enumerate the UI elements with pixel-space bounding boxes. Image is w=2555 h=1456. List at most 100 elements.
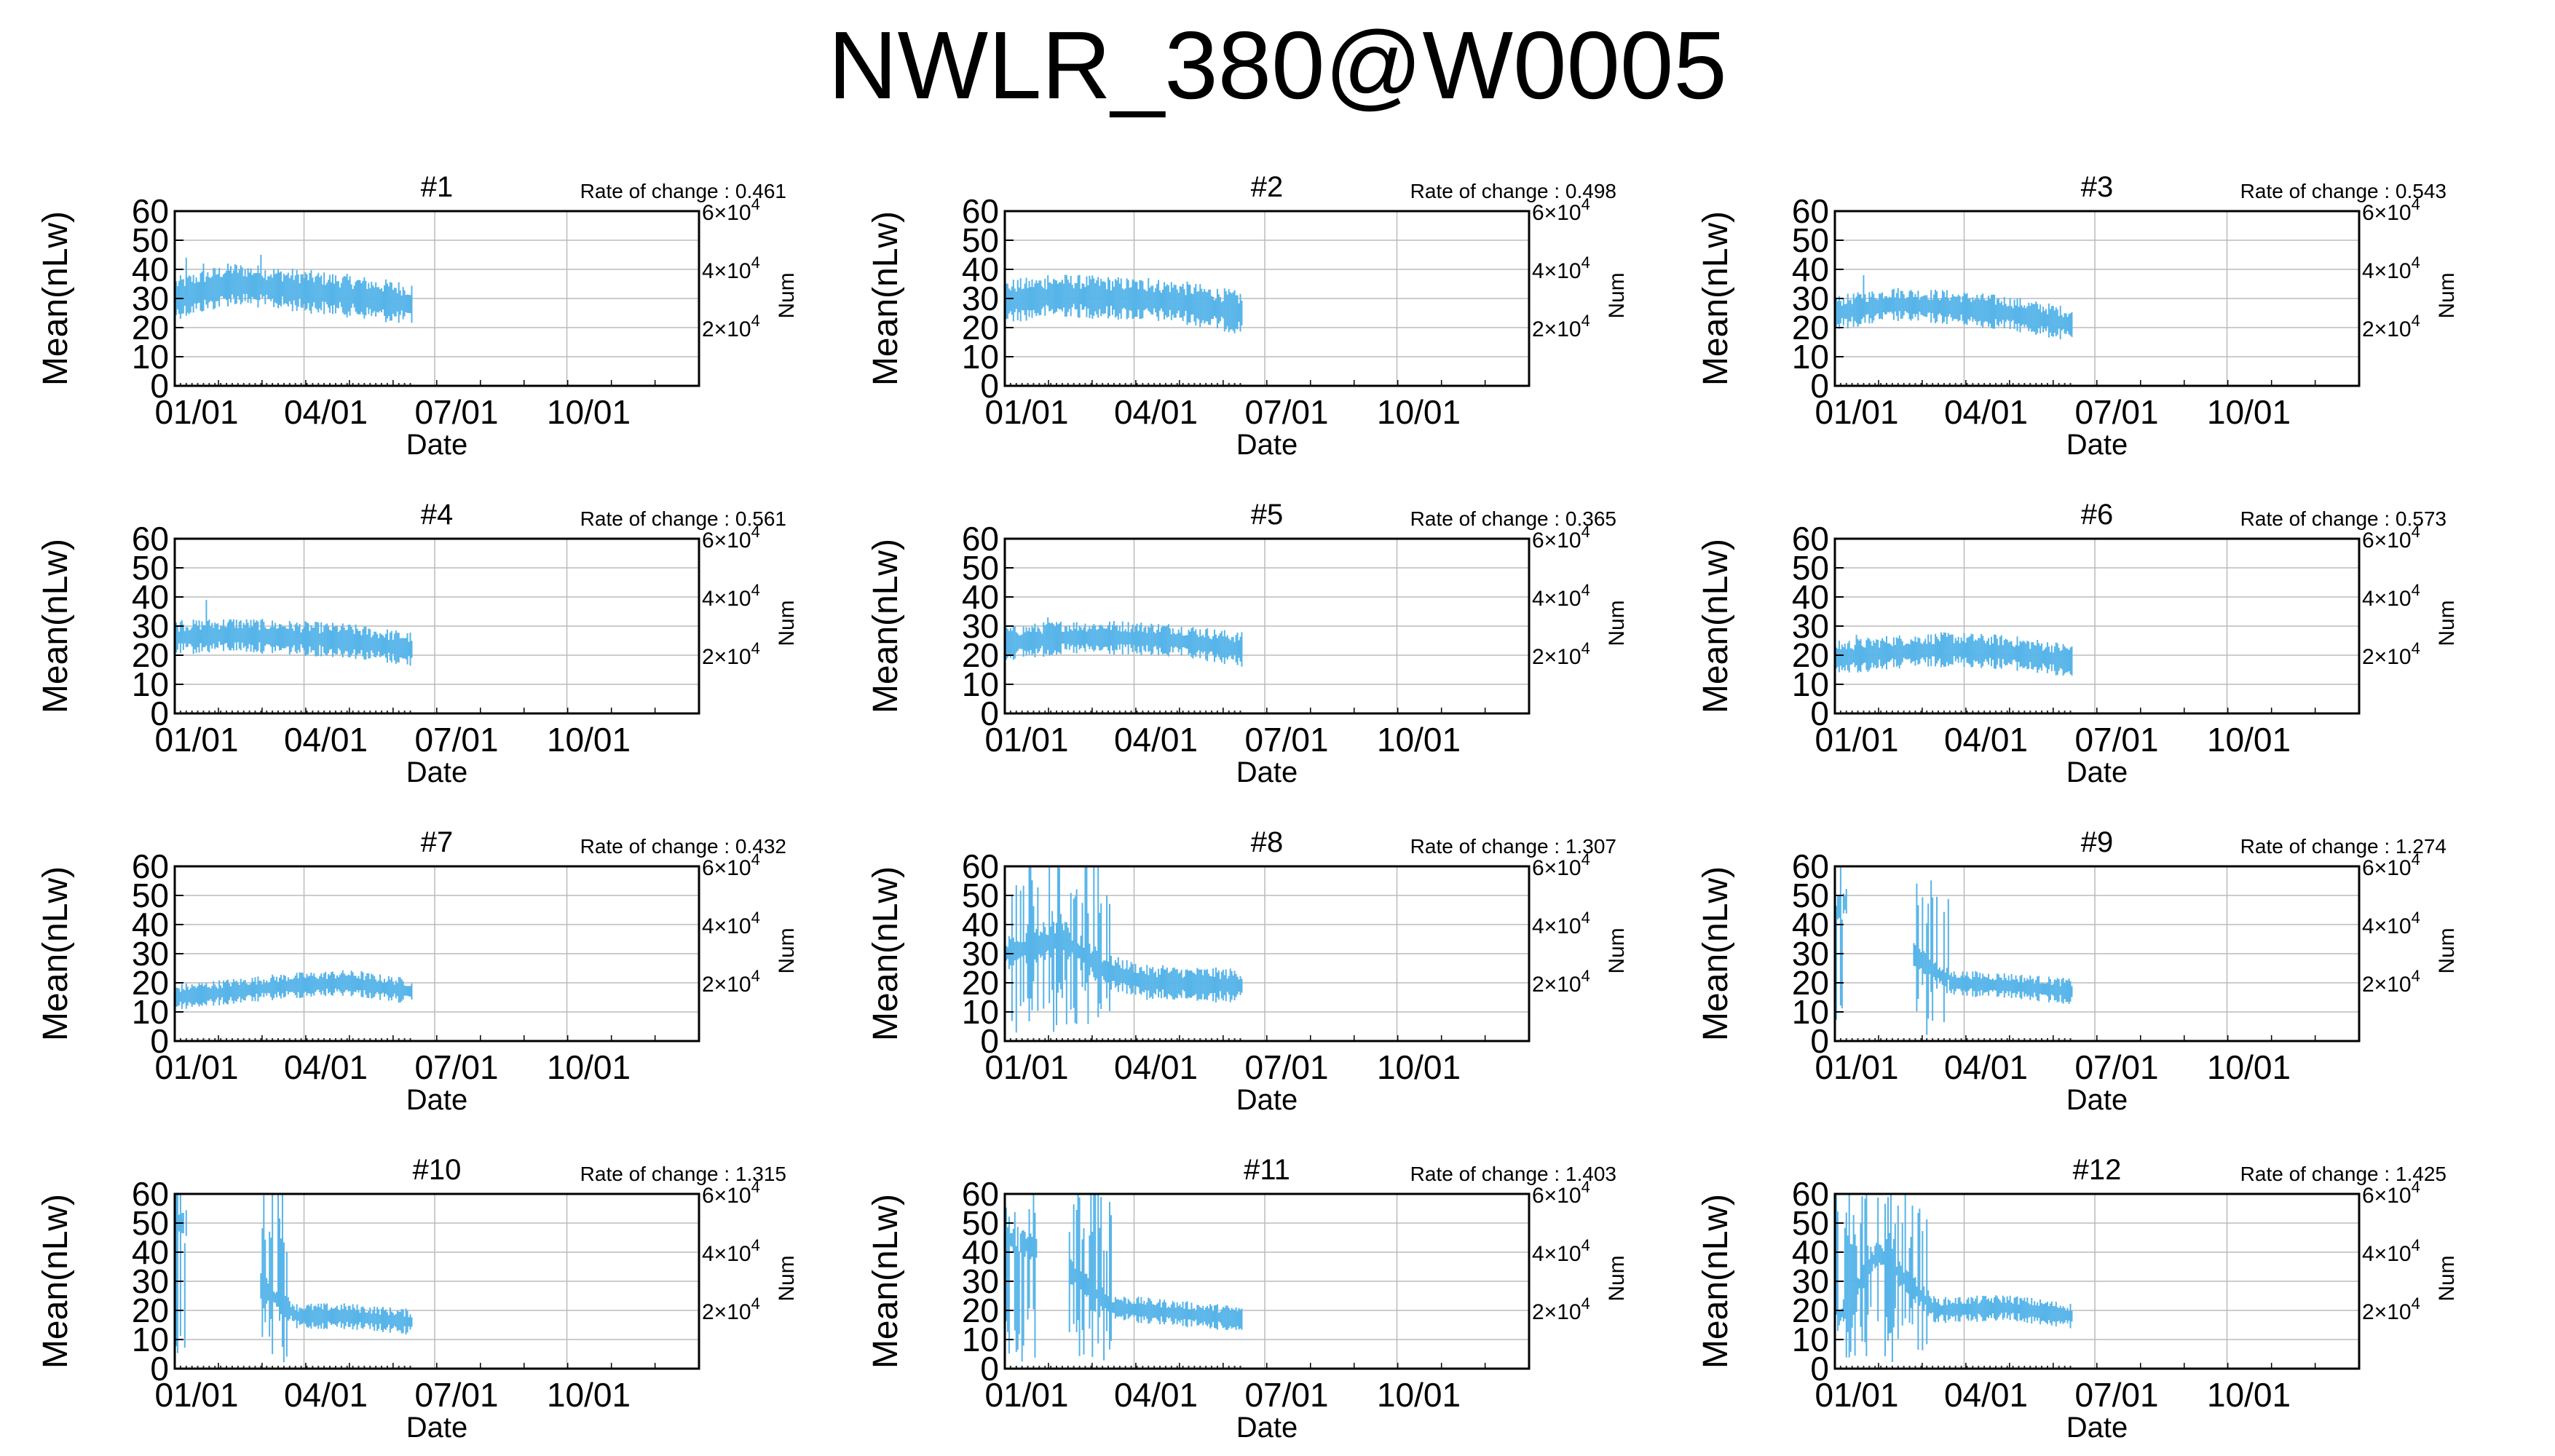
x-tick-label: 01/01: [1814, 721, 1898, 759]
y-tick-label: 20: [132, 636, 169, 674]
x-tick-label: 07/01: [414, 1376, 498, 1414]
y-axis-label: Mean(nLw): [36, 1194, 75, 1369]
right-tick-label: 4×104: [1532, 253, 1590, 283]
right-tick-label: 2×104: [1532, 639, 1590, 669]
y-tick-label: 10: [132, 338, 169, 376]
y-tick-label: 30: [962, 607, 999, 645]
y-axis-label: Mean(nLw): [866, 866, 905, 1041]
y-tick-label: 20: [962, 309, 999, 347]
x-tick-label: 01/01: [154, 393, 238, 431]
right-tick-label: 2×104: [1532, 1294, 1590, 1324]
y-tick-label: 0: [980, 367, 999, 405]
y-tick-label: 10: [1792, 993, 1829, 1031]
y-axis-label: Mean(nLw): [1697, 866, 1735, 1041]
y-tick-label: 50: [962, 1204, 999, 1242]
right-tick-label: 6×104: [1532, 195, 1590, 225]
y-tick-label: 20: [1792, 964, 1829, 1002]
x-axis-label: Date: [2066, 756, 2128, 788]
x-tick-label: 10/01: [2207, 721, 2291, 759]
y-tick-label: 60: [1792, 192, 1829, 230]
right-axis-label: Num: [1605, 272, 1629, 318]
y-axis-label: Mean(nLw): [866, 211, 905, 386]
x-tick-label: 07/01: [2074, 721, 2158, 759]
x-tick-label: 10/01: [1377, 1048, 1461, 1086]
y-tick-label: 60: [962, 1175, 999, 1213]
x-tick-label: 01/01: [984, 721, 1068, 759]
x-tick-label: 07/01: [1244, 1048, 1328, 1086]
right-axis-label: Num: [1605, 1255, 1629, 1301]
right-tick-label: 2×104: [1532, 312, 1590, 341]
panel-title: #7: [421, 826, 454, 858]
page-title: NWLR_380@W0005: [828, 12, 1727, 119]
right-tick-label: 4×104: [1532, 909, 1590, 938]
right-tick-label: 4×104: [1532, 1236, 1590, 1266]
x-tick-label: 04/01: [284, 721, 368, 759]
y-tick-label: 40: [962, 906, 999, 943]
right-tick-label: 6×104: [702, 195, 760, 225]
data-series: [1834, 1194, 2073, 1368]
right-tick-label: 4×104: [702, 1236, 760, 1266]
right-tick-label: 2×104: [702, 967, 760, 997]
y-tick-label: 0: [980, 1350, 999, 1388]
x-tick-label: 10/01: [2207, 1048, 2291, 1086]
right-tick-label: 4×104: [2362, 581, 2420, 611]
y-tick-label: 10: [132, 993, 169, 1031]
y-tick-label: 0: [150, 695, 169, 732]
right-tick-label: 6×104: [702, 523, 760, 553]
right-tick-label: 2×104: [2362, 967, 2420, 997]
x-tick-label: 10/01: [1377, 721, 1461, 759]
y-tick-label: 60: [132, 520, 169, 558]
y-tick-label: 50: [962, 221, 999, 259]
x-tick-label: 10/01: [547, 1048, 631, 1086]
y-tick-label: 30: [1792, 1262, 1829, 1300]
x-axis-label: Date: [406, 756, 468, 788]
y-tick-label: 10: [132, 665, 169, 703]
right-tick-label: 4×104: [702, 581, 760, 611]
right-axis-label: Num: [2435, 1255, 2459, 1301]
x-tick-label: 01/01: [1814, 393, 1898, 431]
panel-title: #9: [2081, 826, 2114, 858]
y-tick-label: 30: [962, 280, 999, 317]
data-series: [174, 600, 413, 713]
x-tick-label: 04/01: [284, 1048, 368, 1086]
data-series: [1834, 632, 2073, 713]
panel-title: #1: [421, 171, 454, 203]
y-tick-label: 10: [1792, 338, 1829, 376]
right-tick-label: 2×104: [702, 1294, 760, 1324]
x-tick-label: 10/01: [2207, 393, 2291, 431]
y-tick-label: 30: [132, 935, 169, 973]
y-tick-label: 20: [132, 309, 169, 347]
x-tick-label: 07/01: [2074, 393, 2158, 431]
data-series: [174, 970, 413, 1040]
right-tick-label: 6×104: [2362, 850, 2420, 880]
y-tick-label: 10: [962, 1321, 999, 1358]
y-tick-label: 40: [962, 578, 999, 616]
y-axis-label: Mean(nLw): [36, 866, 75, 1041]
rate-of-change-label: Rate of change : 0.573: [2240, 507, 2447, 530]
y-tick-label: 0: [150, 367, 169, 405]
right-tick-label: 6×104: [2362, 195, 2420, 225]
right-axis-label: Num: [1605, 600, 1629, 646]
y-tick-label: 50: [1792, 1204, 1829, 1242]
right-axis-label: Num: [775, 600, 799, 646]
right-tick-label: 6×104: [1532, 1178, 1590, 1208]
x-tick-label: 10/01: [547, 393, 631, 431]
y-tick-label: 10: [962, 665, 999, 703]
y-tick-label: 0: [1810, 1022, 1829, 1060]
panel-title: #6: [2081, 499, 2114, 531]
y-tick-label: 0: [1810, 695, 1829, 732]
panel-title: #3: [2081, 171, 2114, 203]
x-tick-label: 04/01: [1114, 721, 1198, 759]
rate-of-change-label: Rate of change : 1.274: [2240, 835, 2447, 858]
y-tick-label: 30: [132, 1262, 169, 1300]
x-tick-label: 07/01: [2074, 1376, 2158, 1414]
y-tick-label: 0: [980, 695, 999, 732]
x-axis-label: Date: [406, 429, 468, 461]
y-tick-label: 0: [1810, 367, 1829, 405]
